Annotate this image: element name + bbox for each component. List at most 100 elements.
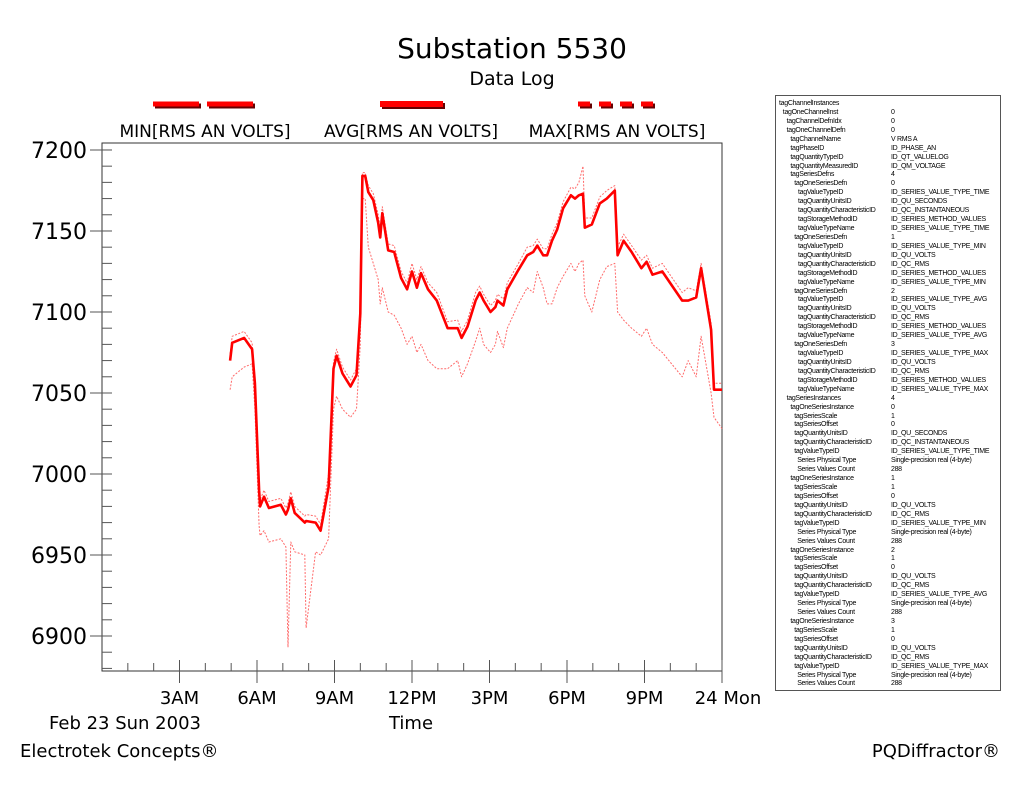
info-row: tagValueTypeID ID_SERIES_VALUE_TYPE_MAX [776, 662, 1000, 671]
info-row: tagQuantityUnitsID ID_QU_SECONDS [776, 197, 1000, 206]
info-value: ID_QC_RMS [891, 367, 930, 375]
info-row: tagSeriesScale 1 [776, 412, 1000, 421]
info-row: tagSeriesScale 1 [776, 626, 1000, 635]
info-value: ID_QU_VOLTS [891, 251, 936, 259]
info-key: tagStorageMethodID [798, 323, 858, 331]
info-key: tagValueTypeID [798, 296, 844, 304]
info-value: 288 [891, 466, 902, 474]
legend-line-avg [380, 101, 445, 109]
info-value: 2 [891, 546, 895, 554]
info-value: 0 [891, 492, 895, 500]
info-row: tagValueTypeID ID_SERIES_VALUE_TYPE_MIN [776, 519, 1000, 528]
info-key: Series Values Count [797, 680, 855, 688]
x-tick-label: 9AM [315, 688, 354, 709]
info-row: tagQuantityMeasuredID ID_QM_VOLTAGE [776, 162, 1000, 171]
footer-left: Electrotek Concepts® [20, 741, 219, 762]
info-row: tagQuantityUnitsID ID_QU_SECONDS [776, 429, 1000, 438]
info-value: ID_QM_VOLTAGE [891, 162, 946, 170]
legend-line-max [578, 101, 659, 109]
info-row: tagSeriesScale 1 [776, 554, 1000, 563]
info-key: tagOneSeriesDefn [794, 341, 847, 349]
y-tick-label: 7000 [31, 463, 87, 488]
info-row: tagValueTypeID ID_SERIES_VALUE_TYPE_AVG [776, 295, 1000, 304]
info-value: 1 [891, 626, 895, 634]
info-key: tagQuantityCharacteristicID [798, 314, 876, 322]
info-value: 0 [891, 564, 895, 572]
info-value: ID_QU_SECONDS [891, 198, 948, 206]
info-key: tagPhaseID [790, 144, 824, 152]
info-value: 3 [891, 341, 895, 349]
info-row: tagSeriesOffset 0 [776, 635, 1000, 644]
y-tick-label: 7150 [31, 220, 87, 245]
info-key: tagQuantityCharacteristicID [794, 510, 872, 518]
info-row: tagSeriesOffset 0 [776, 492, 1000, 501]
info-value: 2 [891, 287, 895, 295]
info-row: Series Values Count 288 [776, 465, 1000, 474]
y-tick-label: 7100 [31, 301, 87, 326]
info-key: tagValueTypeName [798, 385, 855, 393]
info-row: Series Physical Type Single-precision rea… [776, 528, 1000, 537]
info-row: tagQuantityCharacteristicID ID_QC_RMS [776, 581, 1000, 590]
info-value: ID_SERIES_VALUE_TYPE_TIME [891, 225, 990, 233]
info-value: ID_QC_INSTANTANEOUS [891, 207, 970, 215]
info-key: tagQuantityUnitsID [794, 644, 848, 652]
info-key: tagStorageMethodID [798, 269, 858, 277]
info-key: tagOneChannelInst [782, 108, 839, 116]
info-key: tagValueTypeID [794, 519, 840, 527]
info-key: tagQuantityUnitsID [798, 305, 852, 313]
info-row: tagValueTypeID ID_SERIES_VALUE_TYPE_MAX [776, 349, 1000, 358]
info-row: tagQuantityCharacteristicID ID_QC_INSTANT… [776, 438, 1000, 447]
info-key: tagOneSeriesDefn [794, 180, 847, 188]
info-key: Series Physical Type [797, 671, 857, 679]
info-row: Series Physical Type Single-precision rea… [776, 599, 1000, 608]
info-row: tagQuantityCharacteristicID ID_QC_RMS [776, 367, 1000, 376]
info-value: ID_SERIES_VALUE_TYPE_TIME [891, 448, 990, 456]
info-value: 288 [891, 609, 902, 616]
info-value: Single-precision real (4-byte) [891, 600, 972, 608]
info-row: tagSeriesOffset 0 [776, 563, 1000, 572]
info-row: tagPhaseID ID_PHASE_AN [776, 144, 1000, 153]
info-row: tagStorageMethodID ID_SERIES_METHOD_VALUE… [776, 269, 1000, 278]
x-tick-label: 12PM [387, 688, 436, 709]
info-key: tagStorageMethodID [798, 216, 858, 224]
info-key: tagOneSeriesDefn [794, 287, 847, 295]
info-value: ID_SERIES_VALUE_TYPE_TIME [891, 189, 990, 197]
info-value: 288 [891, 680, 902, 688]
info-value: ID_QU_VOLTS [891, 501, 936, 509]
y-tick-label: 7050 [31, 382, 87, 407]
info-value: 0 [891, 117, 895, 125]
series-line-avg [228, 174, 722, 533]
date-label: Feb 23 Sun 2003 [49, 713, 201, 734]
info-row: tagValueTypeName ID_SERIES_VALUE_TYPE_TIM… [776, 224, 1000, 233]
info-row: Series Values Count 288 [776, 679, 1000, 688]
info-value: ID_SERIES_VALUE_TYPE_MIN [891, 278, 986, 286]
info-value: 4 [891, 171, 895, 179]
info-row: tagSeriesInstances 4 [776, 394, 1000, 403]
x-tick-label: 3PM [471, 688, 509, 709]
info-row: tagOneSeriesInstance 3 [776, 617, 1000, 626]
info-value: ID_QC_RMS [891, 653, 930, 661]
info-row: tagOneChannelDefn 0 [776, 126, 1000, 135]
info-row: Series Values Count 288 [776, 608, 1000, 617]
info-key: tagQuantityUnitsID [798, 251, 852, 259]
info-value: ID_QC_RMS [891, 582, 930, 590]
info-row: tagQuantityUnitsID ID_QU_VOLTS [776, 358, 1000, 367]
info-key: Series Values Count [797, 537, 855, 545]
info-row: tagStorageMethodID ID_SERIES_METHOD_VALUE… [776, 215, 1000, 224]
info-row: Series Values Count 288 [776, 537, 1000, 546]
info-row: tagOneSeriesDefn 2 [776, 287, 1000, 296]
info-key: tagQuantityMeasuredID [790, 162, 859, 170]
info-value: ID_QU_VOLTS [891, 305, 936, 313]
info-key: tagSeriesScale [794, 555, 838, 563]
info-row: tagValueTypeName ID_SERIES_VALUE_TYPE_AVG [776, 331, 1000, 340]
info-row: tagSeriesScale 1 [776, 483, 1000, 492]
info-value: ID_QU_VOLTS [891, 358, 936, 366]
info-value: 3 [891, 617, 895, 625]
info-key: tagSeriesInstances [786, 394, 841, 402]
info-key: tagValueTypeName [798, 225, 855, 233]
info-value: 0 [891, 421, 895, 429]
info-key: tagQuantityCharacteristicID [794, 653, 872, 661]
info-row: tagChannelDefnIdx 0 [776, 117, 1000, 126]
info-value: ID_QC_RMS [891, 260, 930, 268]
info-row: tagStorageMethodID ID_SERIES_METHOD_VALUE… [776, 322, 1000, 331]
